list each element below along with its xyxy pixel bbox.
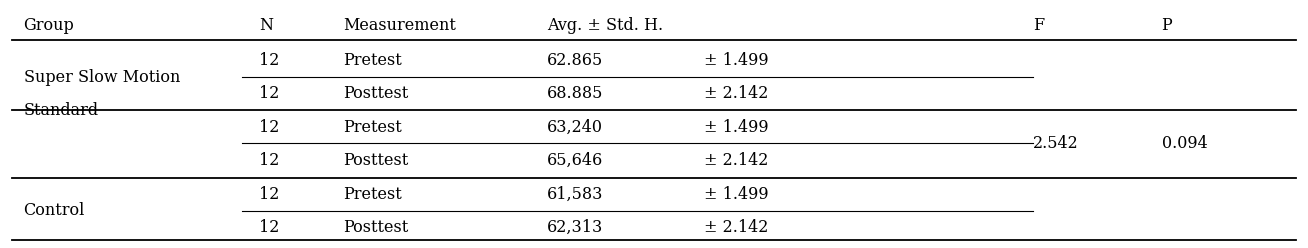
Text: 68.885: 68.885: [547, 85, 603, 102]
Text: Pretest: Pretest: [343, 119, 402, 136]
Text: ± 1.499: ± 1.499: [704, 119, 768, 136]
Text: Control: Control: [24, 202, 85, 219]
Text: 63,240: 63,240: [547, 119, 603, 136]
Text: 61,583: 61,583: [547, 186, 603, 203]
Text: Posttest: Posttest: [343, 152, 408, 169]
Text: Avg. ± Std. H.: Avg. ± Std. H.: [547, 17, 663, 34]
Text: Pretest: Pretest: [343, 52, 402, 69]
Text: Measurement: Measurement: [343, 17, 455, 34]
Text: Group: Group: [24, 17, 75, 34]
Text: 2.542: 2.542: [1033, 135, 1079, 153]
Text: 62,313: 62,313: [547, 219, 603, 236]
Text: 12: 12: [259, 52, 280, 69]
Text: ± 2.142: ± 2.142: [704, 152, 768, 169]
Text: Posttest: Posttest: [343, 85, 408, 102]
Text: 12: 12: [259, 85, 280, 102]
Text: 12: 12: [259, 119, 280, 136]
Text: F: F: [1033, 17, 1045, 34]
Text: Pretest: Pretest: [343, 186, 402, 203]
Text: 0.094: 0.094: [1162, 135, 1207, 153]
Text: N: N: [259, 17, 273, 34]
Text: 62.865: 62.865: [547, 52, 603, 69]
Text: 65,646: 65,646: [547, 152, 603, 169]
Text: 12: 12: [259, 152, 280, 169]
Text: Posttest: Posttest: [343, 219, 408, 236]
Text: ± 1.499: ± 1.499: [704, 52, 768, 69]
Text: ± 2.142: ± 2.142: [704, 219, 768, 236]
Text: 12: 12: [259, 186, 280, 203]
Text: Super Slow Motion: Super Slow Motion: [24, 69, 181, 86]
Text: ± 2.142: ± 2.142: [704, 85, 768, 102]
Text: Standard: Standard: [24, 102, 98, 119]
Text: ± 1.499: ± 1.499: [704, 186, 768, 203]
Text: P: P: [1162, 17, 1172, 34]
Text: 12: 12: [259, 219, 280, 236]
